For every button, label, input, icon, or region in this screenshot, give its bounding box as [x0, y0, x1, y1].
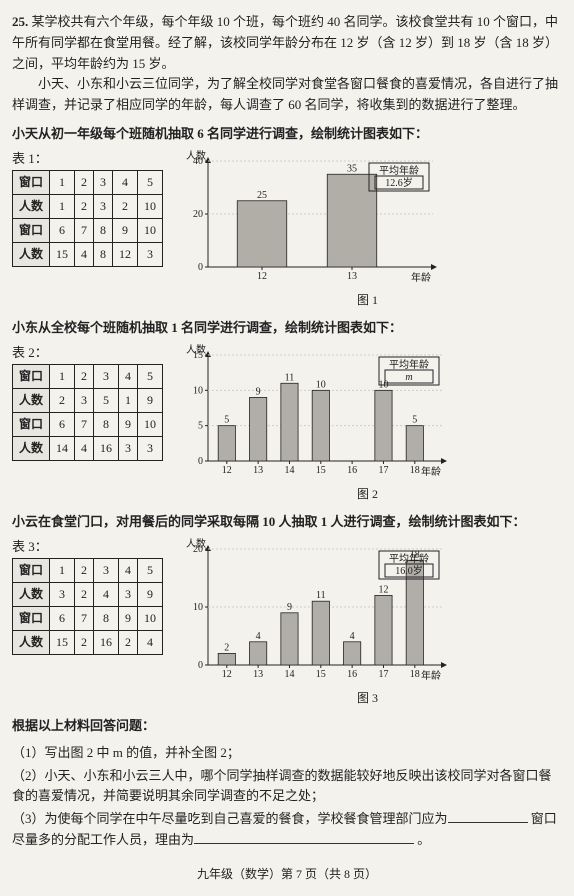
svg-text:5: 5 [412, 414, 417, 425]
svg-text:4: 4 [256, 631, 261, 642]
chart3: 01020人数年龄122134149151116417121818平均年龄16.… [173, 537, 453, 687]
table2: 窗口 12345 人数 23519 窗口 678910 人数 1441633 [12, 364, 163, 462]
svg-text:12: 12 [222, 669, 232, 680]
svg-text:9: 9 [256, 386, 261, 397]
svg-text:平均年龄: 平均年龄 [389, 358, 429, 371]
svg-text:12: 12 [222, 465, 232, 476]
svg-text:16.0岁: 16.0岁 [395, 564, 423, 577]
q2: （2）小天、小东和小云三人中，哪个同学抽样调查的数据能较好地反映出该校同学对各窗… [12, 766, 562, 808]
svg-text:12.6岁: 12.6岁 [385, 176, 413, 189]
svg-text:11: 11 [285, 372, 295, 383]
fig2-label: 图 2 [173, 485, 562, 504]
svg-text:m: m [405, 372, 412, 383]
svg-text:0: 0 [198, 660, 203, 671]
q3-part-a: （3）为使每个同学在中午尽量吃到自己喜爱的餐食，学校餐食管理部门应为 [12, 811, 448, 826]
question-number: 25. [12, 14, 28, 29]
tian-method: 小天从初一年级每个班随机抽取 6 名同学进行调查，绘制统计图表如下： [12, 124, 562, 145]
intro-paragraph-2: 小天、小东和小云三位同学，为了解全校同学对食堂各窗口餐食的喜爱情况，各自进行了抽… [12, 74, 562, 116]
intro-paragraph-1: 某学校共有六个年级，每个年级 10 个班，每个班约 40 名同学。该校食堂共有 … [12, 14, 558, 71]
svg-text:15: 15 [316, 669, 326, 680]
q3: （3）为使每个同学在中午尽量吃到自己喜爱的餐食，学校餐食管理部门应为 窗口尽量多… [12, 809, 562, 851]
svg-text:10: 10 [193, 385, 203, 396]
svg-text:0: 0 [198, 456, 203, 467]
svg-text:平均年龄: 平均年龄 [389, 552, 429, 565]
blank-2 [194, 831, 414, 844]
svg-text:13: 13 [253, 669, 263, 680]
svg-text:11: 11 [316, 590, 326, 601]
fig3-label: 图 3 [173, 689, 562, 708]
questions-intro: 根据以上材料回答问题： [12, 716, 562, 737]
svg-text:2: 2 [224, 642, 229, 653]
th-window: 窗口 [13, 170, 50, 194]
svg-text:14: 14 [284, 465, 294, 476]
svg-text:13: 13 [253, 465, 263, 476]
svg-text:人数: 人数 [186, 343, 206, 356]
svg-text:0: 0 [198, 262, 203, 273]
svg-text:35: 35 [347, 163, 357, 174]
svg-text:10: 10 [316, 379, 326, 390]
chart2: 051015人数年龄12513914111510161710185平均年龄m [173, 343, 453, 483]
table2-label: 表 2： [12, 343, 163, 364]
svg-text:12: 12 [378, 584, 388, 595]
svg-text:人数: 人数 [186, 149, 206, 162]
dong-method: 小东从全校每个班随机抽取 1 名同学进行调查，绘制统计图表如下： [12, 318, 562, 339]
fig1-label: 图 1 [173, 291, 562, 310]
svg-text:年龄: 年龄 [421, 669, 441, 682]
chart1: 02040人数年龄12251335平均年龄12.6岁 [173, 149, 443, 289]
svg-text:10: 10 [193, 602, 203, 613]
q1: （1）写出图 2 中 m 的值，并补全图 2； [12, 743, 562, 764]
svg-text:5: 5 [224, 414, 229, 425]
page-footer: 九年级（数学）第 7 页（共 8 页） [12, 865, 562, 884]
dong-row: 表 2： 窗口 12345 人数 23519 窗口 678910 人数 1441… [12, 343, 562, 504]
svg-text:16: 16 [347, 465, 357, 476]
svg-text:4: 4 [350, 631, 355, 642]
yun-method: 小云在食堂门口，对用餐后的同学采取每隔 10 人抽取 1 人进行调查，绘制统计图… [12, 512, 562, 533]
table3-label: 表 3： [12, 537, 163, 558]
svg-text:5: 5 [198, 420, 203, 431]
svg-text:25: 25 [257, 190, 267, 201]
tian-row: 表 1： 窗口 12345 人数 123210 窗口 678910 人数 154… [12, 149, 562, 310]
svg-text:年龄: 年龄 [411, 271, 431, 284]
svg-text:年龄: 年龄 [421, 465, 441, 478]
q3-part-c: 。 [417, 832, 430, 847]
svg-text:15: 15 [316, 465, 326, 476]
table3: 窗口 12345 人数 32439 窗口 678910 人数 1521624 [12, 558, 163, 656]
yun-row: 表 3： 窗口 12345 人数 32439 窗口 678910 人数 1521… [12, 537, 562, 708]
svg-text:12: 12 [257, 271, 267, 282]
svg-text:人数: 人数 [186, 537, 206, 550]
svg-text:平均年龄: 平均年龄 [379, 164, 419, 177]
svg-text:13: 13 [347, 271, 357, 282]
svg-text:16: 16 [347, 669, 357, 680]
svg-text:18: 18 [410, 669, 420, 680]
table1-label: 表 1： [12, 149, 163, 170]
svg-text:14: 14 [284, 669, 294, 680]
svg-text:9: 9 [287, 602, 292, 613]
blank-1 [448, 810, 528, 823]
th-count: 人数 [13, 194, 50, 218]
svg-text:18: 18 [410, 465, 420, 476]
svg-text:17: 17 [378, 465, 388, 476]
svg-text:17: 17 [378, 669, 388, 680]
svg-text:20: 20 [193, 209, 203, 220]
table1: 窗口 12345 人数 123210 窗口 678910 人数 1548123 [12, 170, 163, 268]
